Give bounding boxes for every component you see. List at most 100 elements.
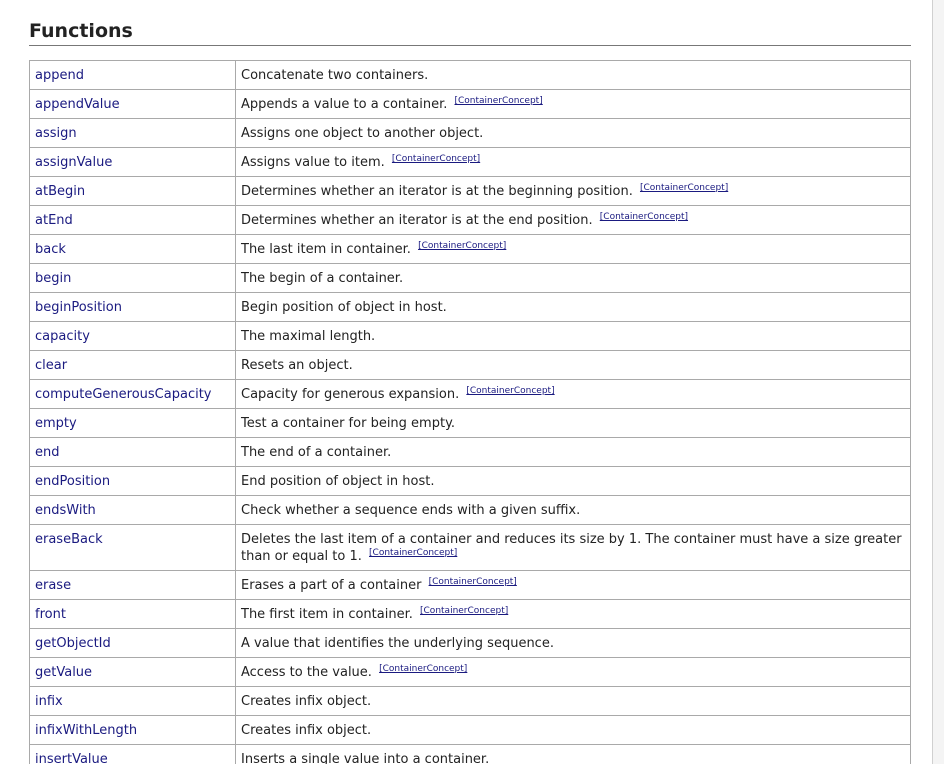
function-row: empty Test a container for being empty. xyxy=(29,408,911,438)
function-row: infix Creates infix object. xyxy=(29,686,911,716)
title-divider xyxy=(29,45,911,46)
function-description: Assigns value to item. xyxy=(241,155,385,170)
function-description: The maximal length. xyxy=(241,329,376,344)
function-description: End position of object in host. xyxy=(241,474,435,489)
function-row: assignValue Assigns value to item. [Conta… xyxy=(29,147,911,177)
function-link[interactable]: assignValue xyxy=(35,155,113,170)
function-link[interactable]: erase xyxy=(35,578,72,593)
function-description: The begin of a container. xyxy=(241,271,404,286)
function-link[interactable]: append xyxy=(35,68,84,83)
function-link[interactable]: clear xyxy=(35,358,68,373)
function-row: beginPosition Begin position of object in… xyxy=(29,292,911,322)
function-name-cell: getValue xyxy=(29,657,236,687)
function-link[interactable]: endsWith xyxy=(35,503,96,518)
function-description-cell: Creates infix object. xyxy=(235,715,911,745)
concept-tag-link[interactable]: [ContainerConcept] xyxy=(466,386,555,396)
function-row: back The last item in container. [Contain… xyxy=(29,234,911,264)
page-gutter xyxy=(933,0,944,764)
function-name-cell: empty xyxy=(29,408,236,438)
function-description: Begin position of object in host. xyxy=(241,300,447,315)
function-link[interactable]: infixWithLength xyxy=(35,723,138,738)
function-description: Check whether a sequence ends with a giv… xyxy=(241,503,581,518)
function-row: begin The begin of a container. xyxy=(29,263,911,293)
concept-tag-link[interactable]: [ContainerConcept] xyxy=(379,664,468,674)
function-link[interactable]: infix xyxy=(35,694,63,709)
function-name-cell: endsWith xyxy=(29,495,236,525)
function-name-cell: infixWithLength xyxy=(29,715,236,745)
page-border xyxy=(932,0,933,764)
function-description-cell: Concatenate two containers. xyxy=(235,60,911,90)
function-description-cell: Appends a value to a container. [Contain… xyxy=(235,89,911,119)
concept-tag-link[interactable]: [ContainerConcept] xyxy=(428,577,517,587)
function-name-cell: begin xyxy=(29,263,236,293)
function-link[interactable]: begin xyxy=(35,271,72,286)
concept-tag-link[interactable]: [ContainerConcept] xyxy=(599,212,689,222)
function-description-cell: Inserts a single value into a container. xyxy=(235,744,911,764)
function-description: Test a container for being empty. xyxy=(241,416,456,431)
function-name-cell: front xyxy=(29,599,236,629)
function-description-cell: Begin position of object in host. xyxy=(235,292,911,322)
function-description: Access to the value. xyxy=(241,665,372,680)
function-description: Inserts a single value into a container. xyxy=(241,752,490,764)
concept-tag-link[interactable]: [ContainerConcept] xyxy=(391,154,481,164)
concept-tag-link[interactable]: [ContainerConcept] xyxy=(418,241,507,251)
section-title: Functions xyxy=(29,20,133,42)
function-row: insertValue Inserts a single value into a… xyxy=(29,744,911,764)
function-link[interactable]: front xyxy=(35,607,66,622)
function-description: The end of a container. xyxy=(241,445,392,460)
function-description: Capacity for generous expansion. xyxy=(241,387,460,402)
function-description-cell: The begin of a container. xyxy=(235,263,911,293)
function-description: Concatenate two containers. xyxy=(241,68,429,83)
function-link[interactable]: endPosition xyxy=(35,474,111,489)
function-link[interactable]: appendValue xyxy=(35,97,120,112)
function-description: Deletes the last item of a container and… xyxy=(241,532,902,564)
function-link[interactable]: back xyxy=(35,242,66,257)
function-description: Determines whether an iterator is at the… xyxy=(241,213,593,228)
function-description-cell: Deletes the last item of a container and… xyxy=(235,524,911,571)
function-link[interactable]: end xyxy=(35,445,60,460)
function-row: endPosition End position of object in hos… xyxy=(29,466,911,496)
function-description-cell: Capacity for generous expansion. [Contai… xyxy=(235,379,911,409)
function-description: Determines whether an iterator is at the… xyxy=(241,184,633,199)
function-row: eraseBack Deletes the last item of a cont… xyxy=(29,524,911,571)
function-row: appendValue Appends a value to a containe… xyxy=(29,89,911,119)
function-name-cell: back xyxy=(29,234,236,264)
function-row: getObjectId A value that identifies the u… xyxy=(29,628,911,658)
function-description-cell: Assigns one object to another object. xyxy=(235,118,911,148)
function-name-cell: beginPosition xyxy=(29,292,236,322)
function-description-cell: Check whether a sequence ends with a giv… xyxy=(235,495,911,525)
functions-table: append Concatenate two containers. appendV… xyxy=(29,60,911,764)
function-name-cell: insertValue xyxy=(29,744,236,764)
function-link[interactable]: capacity xyxy=(35,329,90,344)
concept-tag-link[interactable]: [ContainerConcept] xyxy=(369,548,458,558)
function-row: append Concatenate two containers. xyxy=(29,60,911,90)
function-link[interactable]: assign xyxy=(35,126,77,141)
function-description-cell: The maximal length. xyxy=(235,321,911,351)
function-name-cell: infix xyxy=(29,686,236,716)
function-description-cell: Resets an object. xyxy=(235,350,911,380)
function-link[interactable]: atEnd xyxy=(35,213,73,228)
function-link[interactable]: eraseBack xyxy=(35,532,103,547)
function-link[interactable]: empty xyxy=(35,416,77,431)
concept-tag-link[interactable]: [ContainerConcept] xyxy=(639,183,729,193)
function-name-cell: append xyxy=(29,60,236,90)
function-row: atBegin Determines whether an iterator is… xyxy=(29,176,911,206)
function-description-cell: A value that identifies the underlying s… xyxy=(235,628,911,658)
function-link[interactable]: computeGenerousCapacity xyxy=(35,387,212,402)
function-link[interactable]: getValue xyxy=(35,665,93,680)
function-name-cell: getObjectId xyxy=(29,628,236,658)
function-link[interactable]: insertValue xyxy=(35,752,108,764)
function-name-cell: assign xyxy=(29,118,236,148)
function-link[interactable]: beginPosition xyxy=(35,300,122,315)
concept-tag-link[interactable]: [ContainerConcept] xyxy=(420,606,509,616)
function-description-cell: The first item in container. [ContainerC… xyxy=(235,599,911,629)
function-description: Assigns one object to another object. xyxy=(241,126,484,141)
function-link[interactable]: getObjectId xyxy=(35,636,111,651)
function-row: clear Resets an object. xyxy=(29,350,911,380)
function-row: endsWith Check whether a sequence ends wi… xyxy=(29,495,911,525)
function-name-cell: endPosition xyxy=(29,466,236,496)
function-link[interactable]: atBegin xyxy=(35,184,86,199)
function-row: capacity The maximal length. xyxy=(29,321,911,351)
concept-tag-link[interactable]: [ContainerConcept] xyxy=(454,96,543,106)
